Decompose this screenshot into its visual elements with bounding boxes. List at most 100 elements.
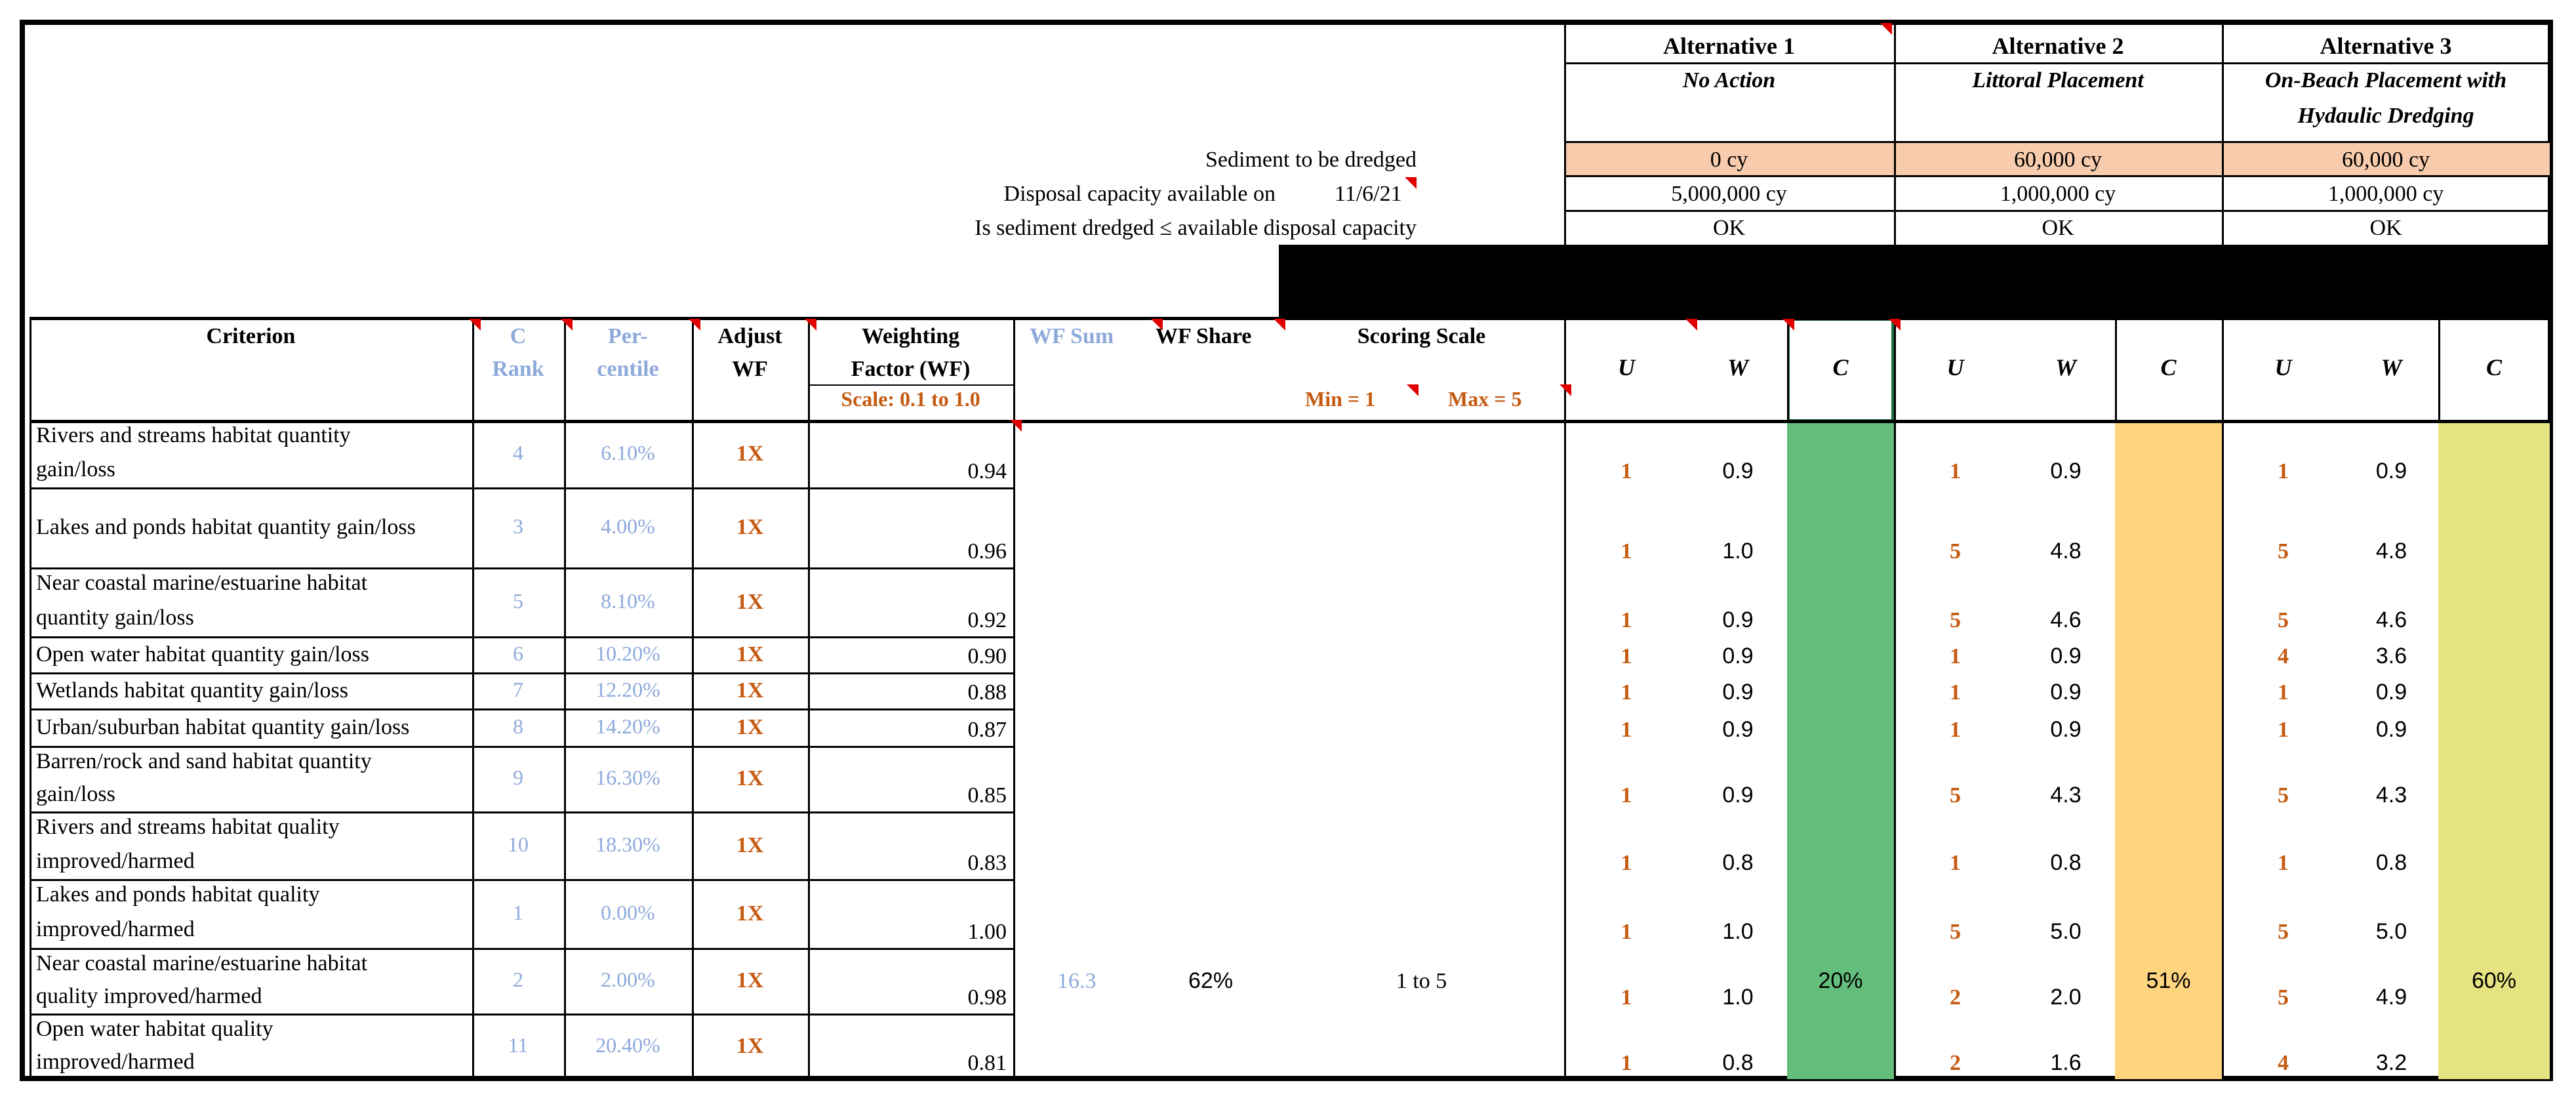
header-c-rank-1: C <box>510 324 527 348</box>
wf-share-value: 62% <box>1188 968 1234 993</box>
u-score-alt2[interactable]: 5 <box>1950 608 1961 632</box>
header-scoring-scale: Scoring Scale <box>1357 324 1486 348</box>
weighting-factor-value[interactable]: 0.94 <box>967 459 1007 483</box>
weighting-factor-value[interactable]: 0.96 <box>967 539 1007 564</box>
u-score-alt1[interactable]: 1 <box>1620 920 1632 944</box>
u-score-alt3[interactable]: 1 <box>2278 680 2289 705</box>
c-rank-value: 10 <box>508 832 529 856</box>
header-top-line <box>30 317 2550 320</box>
u-score-alt1[interactable]: 1 <box>1620 608 1632 632</box>
adjust-wf-value[interactable]: 1X <box>736 901 764 926</box>
weighting-factor-value[interactable]: 0.87 <box>967 718 1007 742</box>
weighting-factor-value[interactable]: 0.85 <box>967 783 1007 808</box>
u-score-alt1[interactable]: 1 <box>1620 459 1632 483</box>
comment-marker-tri-wfsum <box>1151 319 1163 331</box>
sediment-value-1: 0 cy <box>1710 148 1748 172</box>
w-score-alt2: 0.9 <box>2050 644 2082 668</box>
c-rank-value: 3 <box>513 514 523 538</box>
u-score-alt3[interactable]: 5 <box>2278 920 2289 944</box>
u-score-alt1[interactable]: 1 <box>1620 539 1632 564</box>
u-score-alt3[interactable]: 5 <box>2278 783 2289 808</box>
weighting-factor-value[interactable]: 0.88 <box>967 680 1007 705</box>
w-score-alt3: 0.8 <box>2375 850 2407 875</box>
subheader-c-alt1: C <box>1832 354 1849 380</box>
u-score-alt3[interactable]: 4 <box>2278 644 2289 668</box>
adjust-wf-value[interactable]: 1X <box>736 1034 764 1058</box>
header-bottom-line <box>30 420 2550 423</box>
weighting-factor-value[interactable]: 0.90 <box>967 644 1007 668</box>
criterion-label-line2: improved/harmed <box>36 1050 195 1074</box>
adjust-wf-value[interactable]: 1X <box>736 832 764 857</box>
adjust-wf-value[interactable]: 1X <box>736 766 764 790</box>
weighting-underline <box>808 384 1013 386</box>
w-score-alt3: 3.2 <box>2375 1050 2407 1075</box>
weighting-factor-value[interactable]: 0.81 <box>967 1051 1007 1075</box>
u-score-alt3[interactable]: 4 <box>2278 1051 2289 1075</box>
adjust-wf-value[interactable]: 1X <box>736 589 764 614</box>
subheader-c-alt3: C <box>2485 354 2502 380</box>
w-score-alt2: 0.9 <box>2050 717 2082 742</box>
weighting-factor-value[interactable]: 0.92 <box>967 608 1007 632</box>
u-score-alt2[interactable]: 5 <box>1950 783 1961 808</box>
u-score-alt2[interactable]: 1 <box>1950 644 1961 668</box>
u-score-alt1[interactable]: 1 <box>1620 644 1632 668</box>
row-divider-4 <box>30 672 1013 674</box>
u-score-alt2[interactable]: 1 <box>1950 851 1961 875</box>
adjust-wf-value[interactable]: 1X <box>736 968 764 993</box>
u-score-alt2[interactable]: 5 <box>1950 539 1961 564</box>
criterion-label-line1: Rivers and streams habitat quality <box>36 815 340 839</box>
u-score-alt3[interactable]: 1 <box>2278 459 2289 483</box>
adjust-wf-value[interactable]: 1X <box>736 642 764 667</box>
u-score-alt3[interactable]: 1 <box>2278 718 2289 742</box>
u-score-alt1[interactable]: 1 <box>1620 851 1632 875</box>
percentile-value: 16.30% <box>595 766 660 789</box>
u-score-alt1[interactable]: 1 <box>1620 1051 1632 1075</box>
criterion-label: Urban/suburban habitat quantity gain/los… <box>36 714 410 739</box>
percentile-value: 6.10% <box>601 440 655 464</box>
criterion-label: Lakes and ponds habitat quantity gain/lo… <box>36 515 416 539</box>
u-score-alt1[interactable]: 1 <box>1620 985 1632 1010</box>
adjust-wf-value[interactable]: 1X <box>736 678 764 703</box>
capacity-row-divider <box>1564 210 2550 212</box>
w-score-alt1: 0.9 <box>1722 783 1754 808</box>
header-weighting-1: Weighting <box>861 324 960 348</box>
w-score-alt1: 0.8 <box>1722 850 1754 875</box>
scoring-range-value: 1 to 5 <box>1396 969 1447 993</box>
w-score-alt2: 4.8 <box>2050 539 2082 564</box>
c-score-cell-bg-3 <box>2438 420 2550 1079</box>
u-score-alt2[interactable]: 1 <box>1950 680 1961 705</box>
c-rank-value: 11 <box>508 1033 529 1057</box>
u-score-alt1[interactable]: 1 <box>1620 680 1632 705</box>
redacted-bar <box>1279 245 2550 318</box>
col-border-3 <box>808 317 810 1079</box>
u-score-alt3[interactable]: 5 <box>2278 539 2289 564</box>
weighting-factor-value[interactable]: 0.83 <box>967 851 1007 875</box>
c-rank-value: 4 <box>513 440 523 464</box>
u-score-alt1[interactable]: 1 <box>1620 718 1632 742</box>
criterion-label-line1: Rivers and streams habitat quantity <box>36 423 351 447</box>
u-score-alt2[interactable]: 5 <box>1950 920 1961 944</box>
adjust-wf-value[interactable]: 1X <box>736 515 764 539</box>
w-score-alt3: 0.9 <box>2375 459 2407 483</box>
percentile-value: 20.40% <box>595 1033 660 1057</box>
u-score-alt2[interactable]: 1 <box>1950 459 1961 483</box>
u-score-alt1[interactable]: 1 <box>1620 783 1632 808</box>
subheader-u-alt2: U <box>1946 354 1964 380</box>
capacity-value-1: 5,000,000 cy <box>1671 182 1787 206</box>
u-score-alt2[interactable]: 1 <box>1950 718 1961 742</box>
adjust-wf-value[interactable]: 1X <box>736 441 764 466</box>
adjust-wf-value[interactable]: 1X <box>736 714 764 739</box>
u-score-alt3[interactable]: 5 <box>2278 985 2289 1010</box>
u-score-alt2[interactable]: 2 <box>1950 985 1961 1010</box>
alt-title-divider <box>1564 62 2550 64</box>
w-score-alt3: 0.9 <box>2375 717 2407 742</box>
u-score-alt2[interactable]: 2 <box>1950 1051 1961 1075</box>
c-rank-value: 1 <box>513 900 523 924</box>
u-score-alt3[interactable]: 1 <box>2278 851 2289 875</box>
sediment-cell-bg-2 <box>1894 142 2222 175</box>
u-score-alt3[interactable]: 5 <box>2278 608 2289 632</box>
comment-marker-tri-min <box>1407 384 1419 396</box>
weighting-factor-value[interactable]: 0.98 <box>967 985 1007 1010</box>
c-score-cell-bg-1 <box>1787 420 1894 1079</box>
weighting-factor-value[interactable]: 1.00 <box>967 920 1007 944</box>
